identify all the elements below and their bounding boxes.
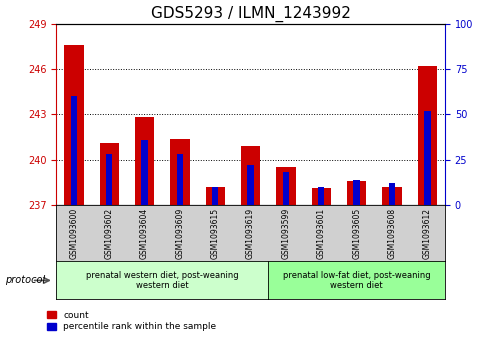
Bar bbox=[353, 180, 359, 205]
Text: protocol: protocol bbox=[5, 276, 45, 285]
Bar bbox=[423, 111, 429, 205]
Text: GSM1093605: GSM1093605 bbox=[351, 208, 361, 259]
Bar bbox=[176, 154, 183, 205]
Legend: count, percentile rank within the sample: count, percentile rank within the sample bbox=[43, 307, 220, 335]
Text: GSM1093602: GSM1093602 bbox=[104, 208, 114, 259]
Bar bbox=[276, 167, 295, 205]
Bar bbox=[241, 146, 260, 205]
Bar bbox=[64, 45, 83, 205]
Title: GDS5293 / ILMN_1243992: GDS5293 / ILMN_1243992 bbox=[150, 6, 350, 22]
Text: GSM1093600: GSM1093600 bbox=[69, 208, 78, 259]
Bar bbox=[170, 139, 189, 205]
Bar bbox=[100, 143, 119, 205]
Bar bbox=[311, 188, 330, 205]
Text: GSM1093599: GSM1093599 bbox=[281, 208, 290, 259]
Text: GSM1093609: GSM1093609 bbox=[175, 208, 184, 259]
Text: GSM1093601: GSM1093601 bbox=[316, 208, 325, 259]
Text: prenatal low-fat diet, post-weaning
western diet: prenatal low-fat diet, post-weaning west… bbox=[282, 271, 429, 290]
Text: GSM1093612: GSM1093612 bbox=[422, 208, 431, 259]
Bar bbox=[135, 117, 154, 205]
Bar bbox=[205, 187, 224, 205]
Bar bbox=[318, 187, 324, 205]
Bar bbox=[382, 187, 401, 205]
Bar bbox=[282, 172, 288, 205]
Bar bbox=[106, 154, 112, 205]
Bar bbox=[212, 187, 218, 205]
Text: GSM1093615: GSM1093615 bbox=[210, 208, 219, 259]
Bar bbox=[71, 96, 77, 205]
Text: GSM1093604: GSM1093604 bbox=[140, 208, 149, 259]
Bar bbox=[247, 165, 253, 205]
Text: prenatal western diet, post-weaning
western diet: prenatal western diet, post-weaning west… bbox=[86, 271, 238, 290]
Text: GSM1093608: GSM1093608 bbox=[386, 208, 396, 259]
Bar bbox=[346, 181, 366, 205]
Bar bbox=[388, 183, 394, 205]
Bar bbox=[141, 140, 147, 205]
Text: GSM1093619: GSM1093619 bbox=[245, 208, 255, 259]
Bar bbox=[417, 66, 436, 205]
